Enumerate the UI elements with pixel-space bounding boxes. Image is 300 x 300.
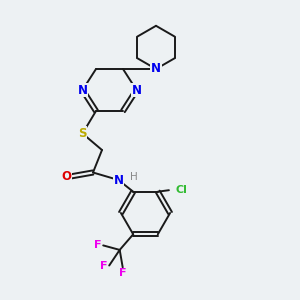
Text: N: N	[131, 83, 142, 97]
Text: Cl: Cl	[176, 185, 188, 195]
Text: F: F	[94, 240, 101, 250]
Text: S: S	[78, 127, 87, 140]
Text: O: O	[61, 170, 71, 184]
Text: N: N	[77, 83, 88, 97]
Text: N: N	[113, 173, 124, 187]
Text: F: F	[119, 268, 126, 278]
Text: H: H	[130, 172, 138, 182]
Text: F: F	[100, 260, 107, 271]
Text: N: N	[151, 62, 161, 76]
